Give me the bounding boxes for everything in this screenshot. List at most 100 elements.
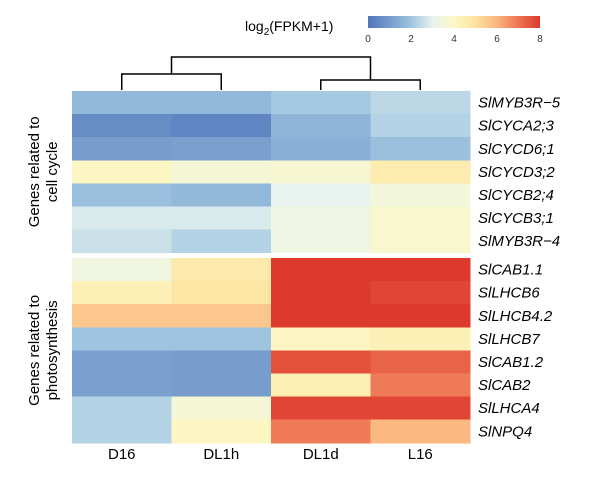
heatmap-cell: [271, 160, 371, 184]
column-label: L16: [408, 446, 433, 463]
heatmap-cell: [370, 373, 471, 398]
dendrogram-branch: [121, 73, 222, 90]
legend-title-main: log: [245, 18, 264, 34]
gene-label: SlLHCB4.2: [478, 308, 553, 325]
heatmap-cell: [72, 229, 172, 254]
legend-tick-label: 4: [451, 34, 457, 45]
heatmap-cell: [370, 114, 471, 138]
heatmap-cell: [370, 229, 471, 254]
gene-label: SlCYCB3;1: [478, 210, 554, 227]
group-label-line2: cell cycle: [44, 141, 61, 202]
heatmap-cell: [72, 373, 172, 398]
heatmap-cell: [72, 206, 172, 231]
group-label: Genes related to photosynthesis: [26, 295, 61, 406]
heatmap-cell: [271, 304, 371, 328]
gene-label: SlCAB1.2: [478, 354, 544, 371]
heatmap-cell: [72, 160, 172, 184]
column-labels: D16 DL1h DL1d L16: [108, 446, 433, 463]
heatmap-cell: [171, 183, 272, 207]
heatmap-cell: [370, 281, 471, 305]
heatmap-cell: [171, 229, 272, 254]
gene-label: SlMYB3R−4: [478, 233, 560, 250]
gene-label: SlLHCB6: [478, 285, 540, 302]
column-label: DL1h: [203, 446, 239, 463]
column-label: D16: [108, 446, 136, 463]
heatmap-cell: [370, 137, 471, 161]
heatmap-cell: [171, 206, 272, 231]
group-label-line1: Genes related to: [26, 295, 43, 406]
heatmap-cell: [271, 114, 371, 138]
gene-label: SlLHCB7: [478, 331, 540, 348]
heatmap-cell: [171, 419, 272, 444]
gene-label: SlCYCB2;4: [478, 187, 554, 204]
heatmap-cell: [271, 419, 371, 444]
heatmap-cell: [171, 281, 272, 305]
group-label-line2: photosynthesis: [44, 300, 61, 400]
heatmap-cell: [171, 91, 272, 115]
heatmap-cell: [72, 114, 172, 138]
legend-title: log2(FPKM+1): [245, 18, 333, 38]
heatmap-cell: [72, 91, 172, 115]
gene-label: SlCYCD6;1: [478, 141, 555, 158]
heatmap-cell: [271, 206, 371, 231]
heatmap-cell: [370, 183, 471, 207]
heatmap-cell: [72, 396, 172, 421]
heatmap-cell: [72, 419, 172, 444]
column-dendrogram: [121, 56, 421, 90]
group-label-line1: Genes related to: [26, 116, 43, 227]
heatmap-cell: [171, 327, 272, 351]
legend-tick-label: 8: [537, 34, 543, 45]
heatmap-cell: [271, 229, 371, 254]
heatmap-cell: [171, 396, 272, 421]
heatmap-cell: [72, 258, 172, 282]
heatmap-panels: SlMYB3R−5 SlCYCA2;3 SlCYCD6;1 SlCYCD3;2 SlCY…: [72, 91, 561, 444]
heatmap-cell: [370, 258, 471, 282]
dendrogram-branch: [320, 79, 421, 90]
legend-title-rest: (FPKM+1): [269, 18, 333, 34]
heatmap-cell: [271, 350, 371, 374]
dendrogram-branch: [170, 56, 372, 80]
heatmap-cell: [271, 91, 371, 115]
heatmap-cell: [72, 327, 172, 351]
heatmap-cell: [370, 304, 471, 328]
gene-label: SlCAB2: [478, 377, 531, 394]
gene-label: SlCYCA2;3: [478, 118, 555, 135]
heatmap-cell: [171, 114, 272, 138]
gene-label: SlNPQ4: [478, 423, 532, 440]
heatmap-cell: [370, 160, 471, 184]
heatmap-cell: [271, 396, 371, 421]
legend-tick-label: 2: [408, 34, 414, 45]
heatmap-cell: [171, 160, 272, 184]
heatmap-cell: [72, 281, 172, 305]
heatmap-cell: [72, 183, 172, 207]
gene-label: SlLHCA4: [478, 400, 540, 417]
column-label: DL1d: [303, 446, 339, 463]
group-label: Genes related to cell cycle: [26, 116, 61, 227]
heatmap-cell: [171, 304, 272, 328]
heatmap-cell: [171, 373, 272, 398]
heatmap-cell: [370, 396, 471, 421]
heatmap-cell: [271, 327, 371, 351]
legend-title-sub: 2: [264, 27, 270, 38]
heatmap-cell: [370, 350, 471, 374]
gene-label: SlCYCD3;2: [478, 164, 555, 181]
heatmap-panel: SlCAB1.1 SlLHCB6 SlLHCB4.2 SlLHCB7 SlCAB1.2 S…: [72, 258, 553, 444]
heatmap-cell: [171, 258, 272, 282]
heatmap-cell: [271, 137, 371, 161]
heatmap-cell: [370, 206, 471, 231]
legend-tick-label: 6: [494, 34, 500, 45]
heatmap-cell: [271, 373, 371, 398]
heatmap-cell: [370, 91, 471, 115]
heatmap-cell: [72, 137, 172, 161]
heatmap-cell: [171, 350, 272, 374]
legend-ticks: 0 2 4 6 8: [365, 34, 543, 45]
heatmap-cell: [271, 258, 371, 282]
gene-label: SlMYB3R−5: [478, 95, 561, 112]
heatmap-cell: [370, 419, 471, 444]
gene-label: SlCAB1.1: [478, 262, 543, 279]
legend-tick-label: 0: [365, 34, 371, 45]
heatmap-cell: [72, 350, 172, 374]
